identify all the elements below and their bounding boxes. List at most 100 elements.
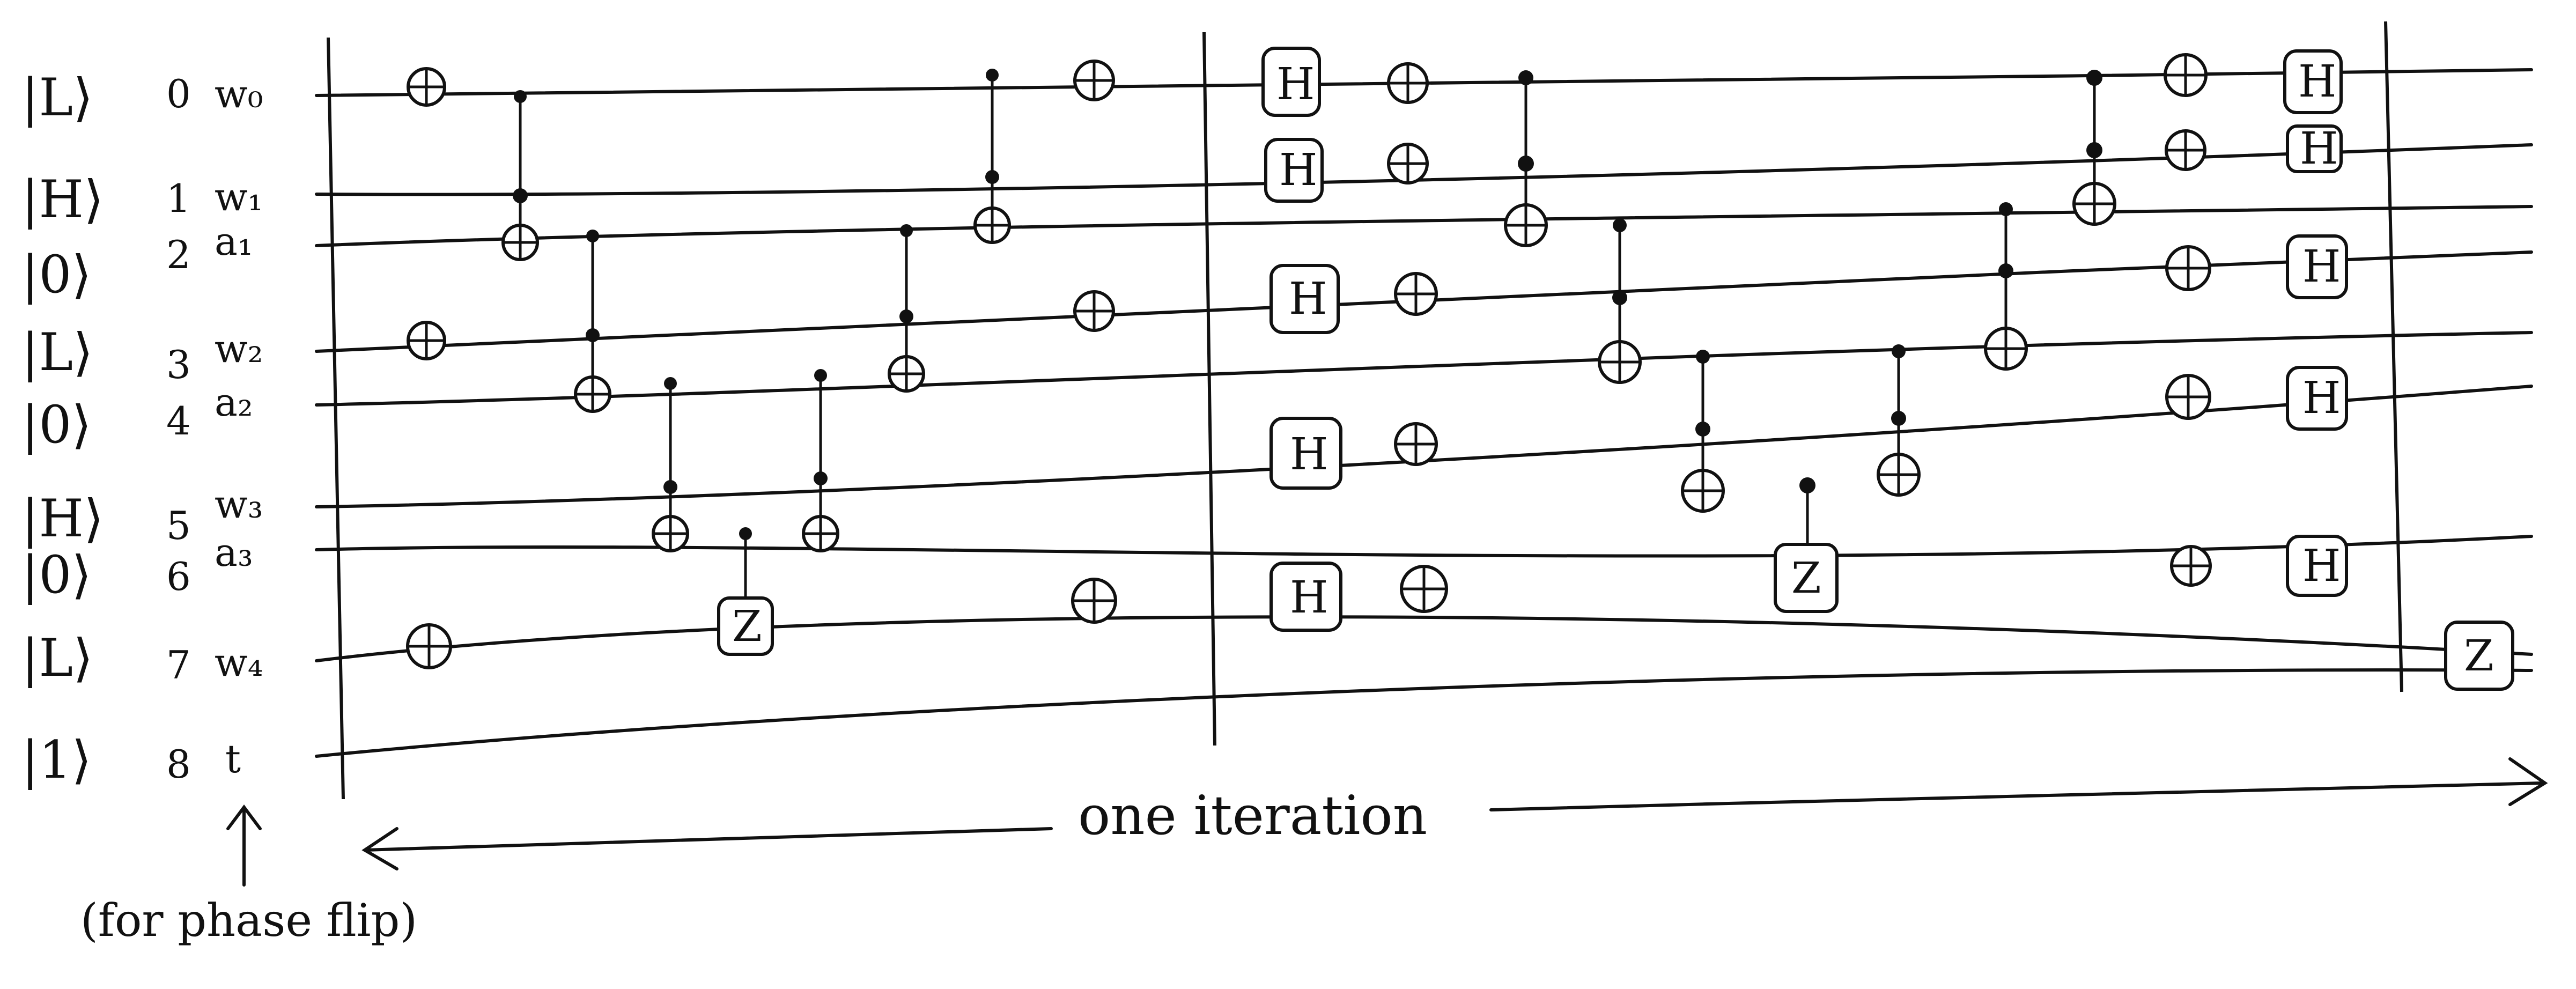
h-gate: H (1269, 562, 1342, 632)
cnot-target (1504, 203, 1548, 247)
ket-label-0: |L⟩ (21, 68, 93, 128)
control-dot (1612, 290, 1627, 305)
h-gate: H (1264, 138, 1324, 203)
iteration-span: one iteration (361, 757, 2548, 870)
qubit-name-w3: w₃ (215, 482, 263, 527)
ket-label-2: |0⟩ (21, 245, 92, 305)
iteration-arrow-left (363, 827, 1053, 852)
up-arrow-icon (226, 805, 262, 830)
ket-label-1: |H⟩ (21, 169, 104, 230)
iteration-label: one iteration (1078, 784, 1427, 847)
control-dot (899, 309, 913, 323)
phase-flip-label: (for phase flip) (80, 894, 417, 947)
control-dot (1613, 218, 1627, 232)
iteration-separators (327, 21, 2403, 800)
cnot-target (1681, 469, 1725, 513)
cnot-target (973, 206, 1011, 244)
cnot-target (888, 355, 925, 393)
cnot-target (406, 623, 452, 669)
qubit-index-5: 5 (166, 503, 191, 548)
x-gate (2165, 245, 2211, 291)
control-dot (514, 90, 527, 103)
control-dot (739, 527, 752, 540)
x-gate (1387, 143, 1429, 184)
control-dot (814, 471, 828, 485)
hadamard-gates: H H H H H H H H (1261, 47, 2348, 632)
wire-w4 (315, 615, 2533, 662)
qubit-name-a1: a₁ (215, 219, 253, 264)
ket-label-5: |H⟩ (21, 489, 104, 549)
control-dot (1891, 411, 1906, 426)
h-gate: H (2286, 123, 2343, 174)
z-gate-label: Z (2464, 631, 2494, 681)
h-gate: H (2286, 234, 2348, 299)
x-gate (1394, 422, 1438, 466)
h-gate-label: H (2302, 373, 2341, 424)
cnot-target (407, 67, 446, 107)
h-gate: H (1269, 264, 1340, 334)
wire-a3 (315, 535, 2533, 558)
h-gate-label: H (1279, 145, 1318, 196)
x-gate (2165, 129, 2206, 171)
cnot-target (1073, 60, 1115, 101)
cnot-target (1877, 453, 1921, 497)
cnot-target (1073, 290, 1115, 332)
wire-a1 (315, 205, 2533, 247)
control-dot (1999, 202, 2013, 216)
control-dot (985, 170, 999, 184)
qubit-index-2: 2 (166, 232, 191, 277)
h-gate: H (2283, 49, 2343, 114)
qubit-name-w1: w₁ (215, 174, 263, 219)
x-gate (1400, 565, 1448, 613)
control-dot (1695, 422, 1710, 437)
arrow-head-left (361, 827, 398, 870)
qubit-index-4: 4 (166, 398, 191, 444)
cnot-target (1984, 327, 2028, 371)
control-dot (814, 369, 827, 382)
h-gate-label: H (1290, 429, 1328, 480)
cnot-target (802, 515, 839, 552)
control-dots (513, 69, 2102, 540)
control-dot (986, 69, 999, 82)
control-dot (586, 328, 600, 342)
h-gate: H (1269, 417, 1342, 490)
cnot-target (574, 375, 611, 413)
h-gate: H (1261, 47, 1321, 117)
ket-label-6: |0⟩ (21, 545, 92, 605)
x-gate (1387, 62, 1429, 104)
ket-label-7: |L⟩ (21, 628, 93, 688)
control-dot (1799, 477, 1815, 493)
cnot-targets (406, 53, 2212, 669)
qubit-index-3: 3 (166, 342, 191, 387)
z-gates: Z Z Z (717, 543, 2514, 691)
cnot-target (652, 515, 689, 552)
cnot-target (2072, 182, 2116, 226)
x-gate (2164, 53, 2208, 97)
h-gate-label: H (2300, 123, 2338, 174)
qubit-name-a3: a₃ (215, 530, 253, 575)
qubit-name-t: t (225, 736, 241, 781)
z-gate: Z (2444, 621, 2514, 691)
control-dot (1518, 156, 1534, 172)
control-dot (1696, 350, 1710, 364)
control-dot (513, 188, 528, 203)
z-gate-label: Z (1791, 553, 1821, 603)
qubit-name-a2: a₂ (215, 380, 253, 425)
x-gate (2165, 374, 2211, 420)
qubit-name-w2: w₂ (215, 326, 263, 371)
wire-t (315, 668, 2533, 758)
separator-right (2384, 21, 2403, 692)
x-gate (2170, 545, 2212, 587)
h-gate: H (2286, 535, 2348, 597)
qubit-name-w0: w₀ (215, 71, 263, 116)
control-dot (2086, 142, 2102, 158)
qubit-names: w₀ w₁ a₁ w₂ a₂ w₃ a₃ w₄ t (215, 71, 263, 781)
qubit-name-w4: w₄ (215, 640, 263, 685)
z-gate-label: Z (732, 601, 762, 651)
qubit-index-1: 1 (166, 176, 191, 221)
iteration-arrow-right (1489, 781, 2544, 811)
ket-label-8: |1⟩ (21, 730, 92, 790)
ket-label-3: |L⟩ (21, 322, 93, 382)
separator-middle (1202, 32, 1216, 746)
